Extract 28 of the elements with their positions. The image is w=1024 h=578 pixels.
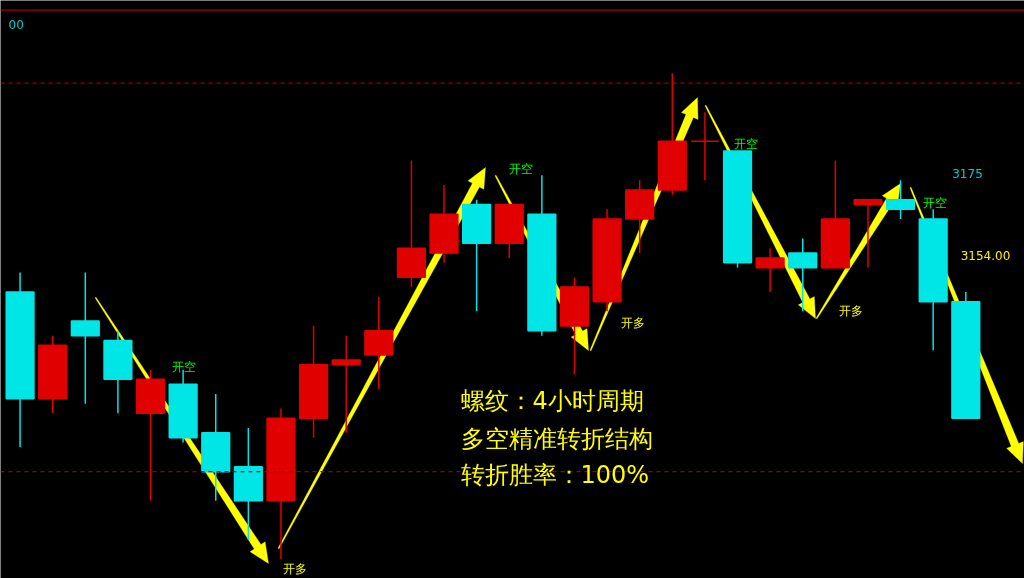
annotation: 3154.00	[960, 249, 1011, 263]
annotation: 开空	[171, 359, 196, 374]
annotation: 开空	[733, 136, 758, 151]
annotation: 开空	[922, 195, 947, 210]
candlestick	[201, 393, 231, 502]
candlestick	[527, 174, 557, 337]
annotation: 转折胜率：100%	[460, 460, 650, 489]
candlestick	[429, 184, 459, 264]
candlestick	[266, 407, 296, 560]
candlestick	[331, 334, 361, 434]
text: 00	[8, 18, 24, 32]
candlestick	[592, 208, 622, 313]
candlestick	[233, 427, 263, 541]
candlestick	[918, 208, 948, 351]
candlestick	[70, 271, 100, 405]
candlestick	[298, 325, 329, 439]
candlestick	[690, 111, 720, 181]
annotation: 多空精准转折结构	[460, 424, 653, 453]
candlestick	[103, 330, 133, 415]
annotation: 螺纹：4小时周期	[460, 386, 644, 415]
annotation: 开多	[620, 315, 645, 330]
annotation: 开空	[508, 161, 533, 176]
annotation: 开多	[838, 303, 863, 318]
candlestick	[755, 247, 785, 293]
candlestick	[364, 296, 394, 390]
annotation: 3175	[952, 167, 983, 181]
candlestick	[5, 271, 35, 449]
text: 开多	[282, 561, 307, 576]
